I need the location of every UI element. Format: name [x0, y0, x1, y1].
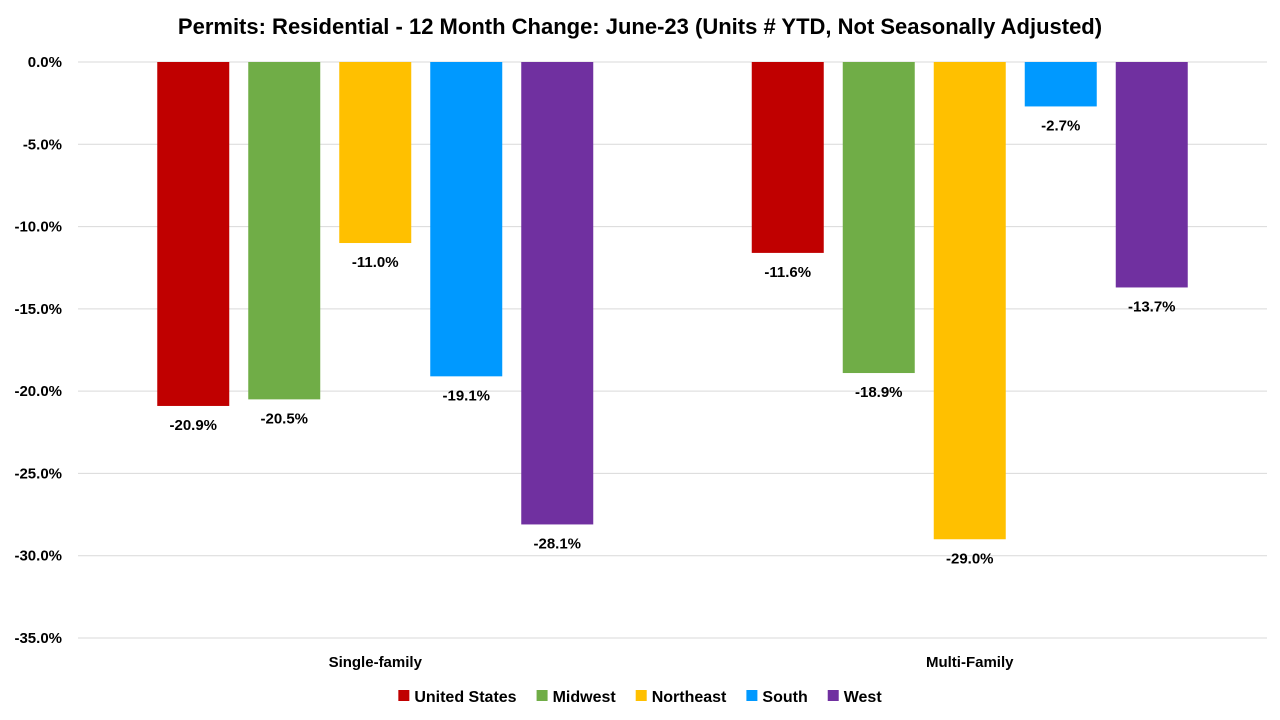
bar [842, 62, 915, 374]
y-tick-label: -20.0% [14, 383, 62, 400]
data-label: -20.5% [260, 410, 308, 427]
data-label: -19.1% [442, 387, 490, 404]
legend-label: Midwest [553, 689, 617, 706]
legend-label: South [762, 689, 807, 706]
data-label: -2.7% [1041, 117, 1080, 134]
y-tick-label: -25.0% [14, 465, 62, 482]
data-label: -11.0% [352, 254, 399, 271]
x-category-label: Multi-Family [926, 654, 1014, 671]
y-tick-label: -30.0% [14, 548, 62, 565]
x-category-label: Single-family [329, 654, 423, 671]
x-axis-categories: Single-family Multi-Family [329, 654, 1015, 671]
legend-label: Northeast [652, 689, 727, 706]
legend-swatch [398, 690, 410, 701]
y-tick-label: -35.0% [14, 630, 62, 647]
legend-label: United States [414, 689, 516, 706]
y-axis-ticks: 0.0% -5.0% -10.0% -15.0% -20.0% -25.0% -30.0% -… [14, 54, 62, 647]
data-labels: -20.9% -20.5% -11.0% -19.1% -28.1% -11.6% -18.… [169, 117, 1175, 567]
bar [157, 62, 230, 406]
bar [1115, 62, 1188, 288]
data-label: -29.0% [946, 550, 994, 567]
bar [933, 62, 1006, 540]
bars [157, 62, 1188, 540]
bar [339, 62, 412, 244]
bar [248, 62, 321, 400]
y-tick-label: -10.0% [14, 219, 62, 236]
bar [430, 62, 503, 377]
y-tick-label: 0.0% [28, 54, 62, 71]
bar [1024, 62, 1097, 107]
legend-swatch [635, 690, 647, 701]
data-label: -18.9% [855, 384, 903, 401]
y-tick-label: -5.0% [23, 136, 62, 153]
data-label: -20.9% [169, 417, 217, 434]
chart-title: Permits: Residential - 12 Month Change: … [178, 14, 1102, 39]
legend-swatch [746, 690, 758, 701]
legend: United States Midwest Northeast South West [398, 689, 882, 706]
legend-swatch [536, 690, 548, 701]
bar [521, 62, 594, 525]
data-label: -13.7% [1128, 298, 1176, 315]
data-label: -28.1% [533, 535, 581, 552]
legend-label: West [844, 689, 883, 706]
legend-swatch [827, 690, 839, 701]
data-label: -11.6% [764, 264, 811, 281]
bar [751, 62, 824, 253]
y-tick-label: -15.0% [14, 301, 62, 318]
